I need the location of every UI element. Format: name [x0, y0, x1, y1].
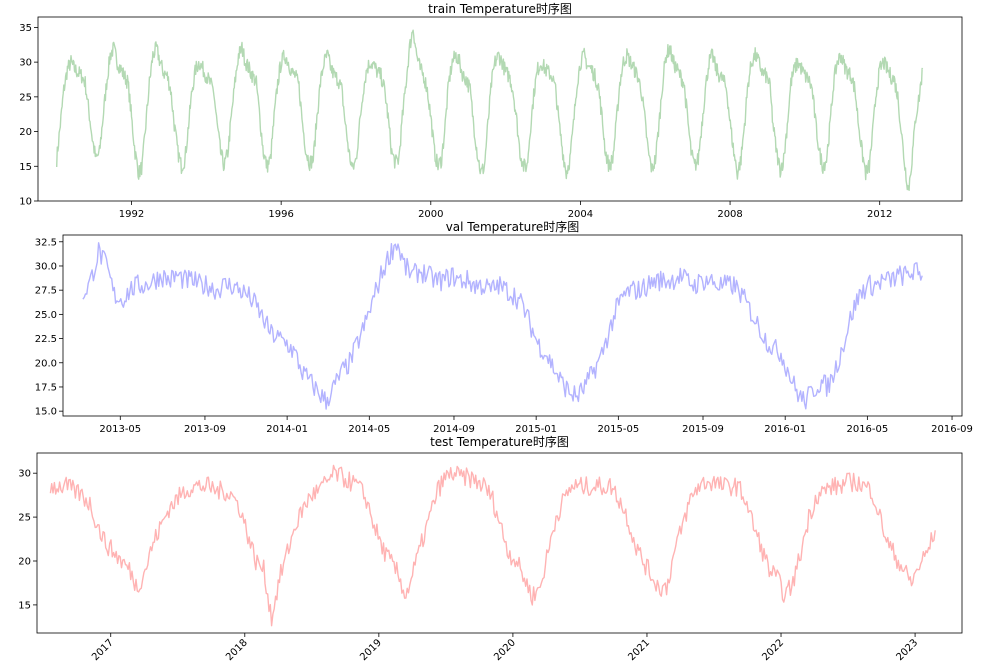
val-y-tick-label: 15.0: [35, 407, 57, 418]
val-x-tick-label: 2014-05: [348, 424, 390, 435]
test-y-tick-label: 30: [18, 469, 31, 480]
test-x-tick-label: 2020: [492, 637, 518, 663]
test-x-tick-label: 2023: [894, 637, 920, 663]
test-y-tick-label: 25: [18, 513, 31, 524]
train-y-tick-label: 15: [19, 162, 32, 173]
train-y-tick-label: 35: [19, 23, 32, 34]
val-y-tick-label: 32.5: [35, 237, 57, 248]
val-y-tick-label: 25.0: [35, 310, 57, 321]
test-plot-frame: [36, 452, 963, 634]
val-x-tick-label: 2014-09: [433, 424, 475, 435]
test-x-tick-label: 2019: [358, 637, 384, 663]
val-series-line: [82, 242, 923, 410]
train-y-tick-label: 20: [19, 127, 32, 138]
val-x-tick-label: 2013-09: [184, 424, 226, 435]
train-x-tick-label: 2004: [568, 209, 593, 220]
val-x-tick-label: 2016-09: [931, 424, 973, 435]
val-x-tick-label: 2015-05: [597, 424, 639, 435]
train-y-tick-label: 10: [19, 197, 32, 208]
val-x-tick-label: 2016-05: [846, 424, 888, 435]
test-x-tick-label: 2018: [224, 637, 250, 663]
train-x-tick-label: 2008: [717, 209, 742, 220]
train-chart-title: train Temperature时序图: [428, 1, 572, 16]
test-x-tick-label: 2017: [90, 637, 116, 663]
val-y-tick-label: 30.0: [35, 261, 57, 272]
train-y-tick-label: 30: [19, 58, 32, 69]
test-x-tick-label: 2022: [760, 637, 786, 663]
test-series-line: [49, 464, 936, 627]
test-x-tick-label: 2021: [626, 637, 652, 663]
val-y-tick-label: 17.5: [35, 382, 57, 393]
val-x-tick-label: 2013-05: [99, 424, 141, 435]
val-y-tick-label: 27.5: [35, 286, 57, 297]
val-x-tick-label: 2016-01: [764, 424, 806, 435]
val-x-tick-label: 2015-09: [682, 424, 724, 435]
train-y-tick-label: 25: [19, 92, 32, 103]
val-y-tick-label: 20.0: [35, 358, 57, 369]
train-plot-frame: [37, 16, 963, 202]
val-y-tick-label: 22.5: [35, 334, 57, 345]
train-x-tick-label: 2000: [418, 209, 443, 220]
val-x-tick-label: 2014-01: [266, 424, 308, 435]
test-y-tick-label: 20: [18, 557, 31, 568]
val-plot-frame: [62, 234, 963, 417]
val-x-tick-label: 2015-01: [515, 424, 557, 435]
test-chart-title: test Temperature时序图: [430, 434, 569, 449]
val-chart-title: val Temperature时序图: [446, 219, 580, 234]
train-series-line: [56, 29, 924, 192]
train-x-tick-label: 2012: [867, 209, 892, 220]
test-y-tick-label: 15: [18, 600, 31, 611]
train-x-tick-label: 1992: [119, 209, 144, 220]
train-x-tick-label: 1996: [268, 209, 293, 220]
